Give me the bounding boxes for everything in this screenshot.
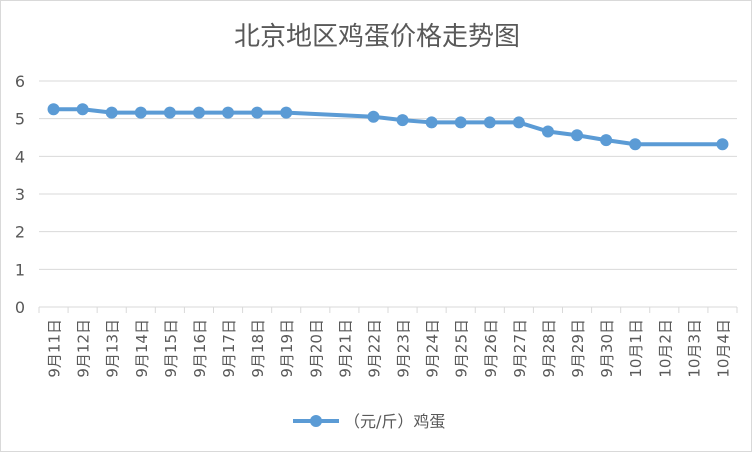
- data-point: [192, 106, 205, 119]
- y-tick-label: 4: [15, 147, 25, 166]
- x-tick-label: 9月18日: [249, 319, 267, 378]
- x-tick-label: 9月22日: [365, 319, 383, 378]
- data-point: [541, 125, 554, 138]
- chart-title: 北京地区鸡蛋价格走势图: [234, 22, 520, 52]
- data-point: [47, 103, 60, 116]
- x-tick-label: 9月27日: [511, 319, 529, 378]
- data-point: [134, 106, 147, 119]
- y-axis-ticks: 0 1 2 3 4 5 6: [15, 72, 25, 317]
- data-point: [222, 106, 235, 119]
- data-point: [396, 114, 409, 127]
- data-point: [425, 116, 438, 129]
- x-tick-label: 9月11日: [46, 319, 64, 378]
- data-point: [367, 110, 380, 123]
- x-tick-label: 9月13日: [104, 319, 122, 378]
- x-axis-ticks: 9月11日 9月12日 9月13日 9月14日 9月15日 9月16日 9月17日 9月18日…: [46, 319, 733, 378]
- data-point: [251, 106, 264, 119]
- x-tick-label: 10月4日: [714, 319, 732, 378]
- data-point: [105, 106, 118, 119]
- legend-marker: [310, 415, 322, 427]
- y-tick-label: 3: [15, 185, 25, 204]
- series-egg-price: [47, 103, 729, 151]
- data-point: [280, 106, 293, 119]
- y-tick-label: 2: [15, 223, 25, 242]
- data-point: [454, 116, 467, 129]
- data-point: [76, 103, 89, 116]
- x-tick-label: 9月17日: [220, 319, 238, 378]
- x-tick-label: 10月2日: [656, 319, 674, 378]
- data-point: [629, 138, 642, 151]
- legend-label: （元/斤）鸡蛋: [344, 412, 445, 431]
- x-tick-label: 9月24日: [424, 319, 442, 378]
- data-point: [571, 129, 584, 142]
- x-tick-label: 9月14日: [133, 319, 151, 378]
- series-line: [53, 107, 723, 147]
- x-tick-label: 9月29日: [569, 319, 587, 378]
- data-point: [716, 138, 729, 151]
- x-tick-label: 9月25日: [453, 319, 471, 378]
- x-tick-label: 9月19日: [278, 319, 296, 378]
- x-tick-label: 9月15日: [162, 319, 180, 378]
- x-tick-label: 10月1日: [627, 319, 645, 378]
- x-tick-label: 9月12日: [75, 319, 93, 378]
- y-tick-label: 6: [15, 72, 25, 91]
- data-point: [600, 134, 613, 147]
- x-tick-label: 9月26日: [482, 319, 500, 378]
- y-tick-label: 5: [15, 110, 25, 129]
- x-tick-label: 9月23日: [395, 319, 413, 378]
- x-tick-label: 9月16日: [191, 319, 209, 378]
- legend: （元/斤）鸡蛋: [293, 412, 445, 431]
- y-tick-label: 0: [15, 298, 25, 317]
- data-point: [512, 116, 525, 129]
- x-tick-label: 9月20日: [307, 319, 325, 378]
- data-point: [483, 116, 496, 129]
- y-tick-label: 1: [15, 260, 25, 279]
- x-tick-label: 9月30日: [598, 319, 616, 378]
- x-tick-label: 9月21日: [336, 319, 354, 378]
- x-tick-label: 10月3日: [685, 319, 703, 378]
- x-tick-label: 9月28日: [540, 319, 558, 378]
- data-point: [163, 106, 176, 119]
